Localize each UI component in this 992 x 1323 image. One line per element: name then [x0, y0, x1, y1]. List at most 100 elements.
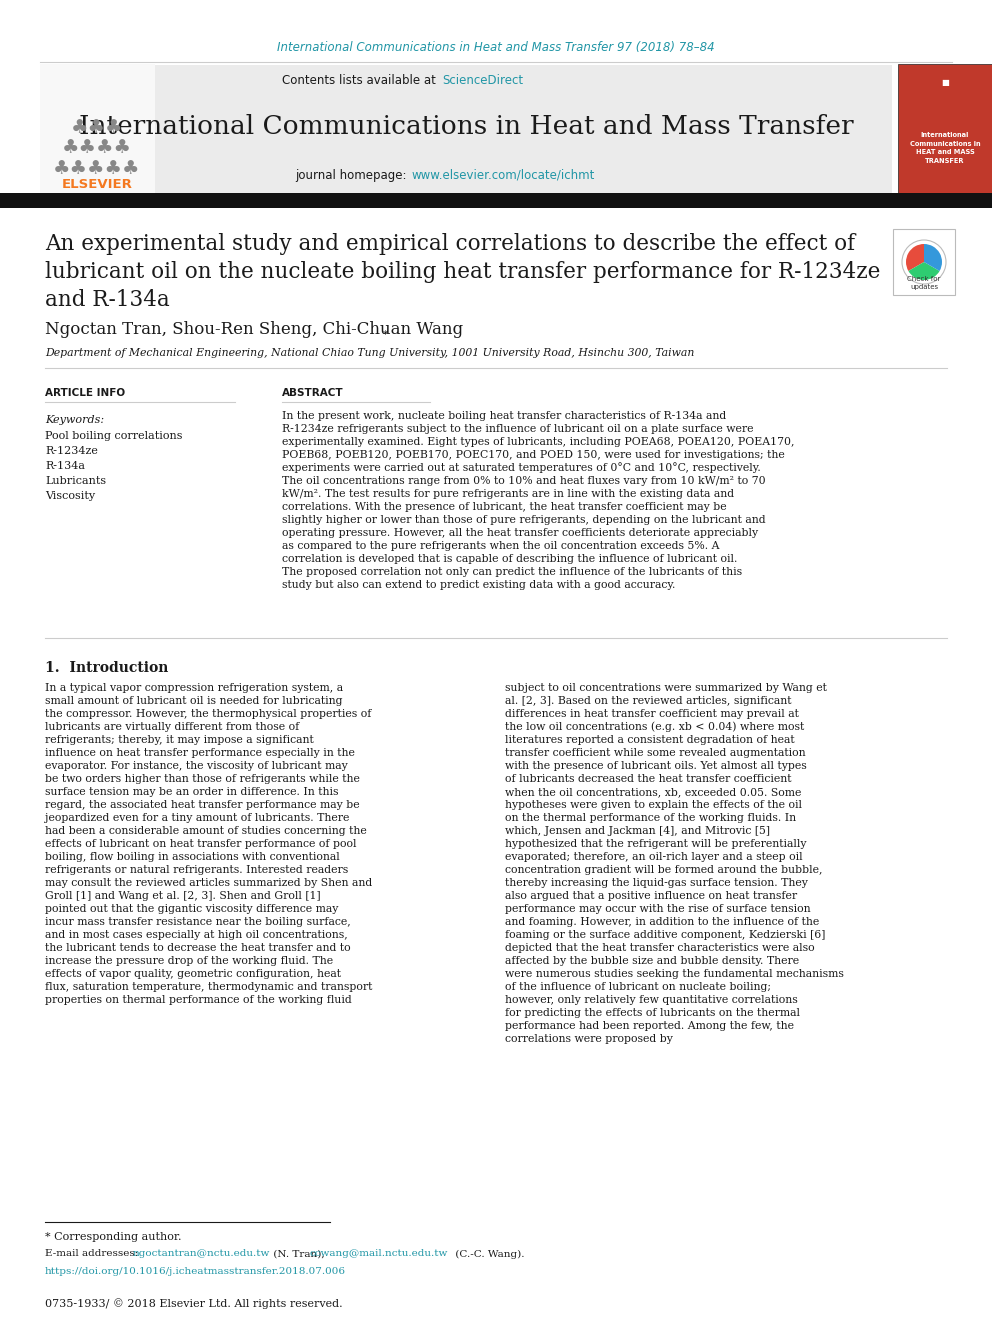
Text: experiments were carried out at saturated temperatures of 0°C and 10°C, respecti: experiments were carried out at saturate…	[282, 463, 761, 474]
Text: kW/m². The test results for pure refrigerants are in line with the existing data: kW/m². The test results for pure refrige…	[282, 490, 734, 499]
Text: International Communications in Heat and Mass Transfer 97 (2018) 78–84: International Communications in Heat and…	[277, 41, 715, 54]
Wedge shape	[909, 262, 939, 280]
Text: had been a considerable amount of studies concerning the: had been a considerable amount of studie…	[45, 826, 367, 836]
Text: hypotheses were given to explain the effects of the oil: hypotheses were given to explain the eff…	[505, 800, 802, 810]
Text: concentration gradient will be formed around the bubble,: concentration gradient will be formed ar…	[505, 865, 822, 875]
Text: Ngoctan Tran, Shou-Ren Sheng, Chi-Chuan Wang: Ngoctan Tran, Shou-Ren Sheng, Chi-Chuan …	[45, 321, 463, 339]
Text: and foaming. However, in addition to the influence of the: and foaming. However, in addition to the…	[505, 917, 819, 927]
Bar	[40, 65, 892, 194]
Circle shape	[902, 239, 946, 284]
Text: may consult the reviewed articles summarized by Shen and: may consult the reviewed articles summar…	[45, 878, 372, 888]
Text: as compared to the pure refrigerants when the oil concentration exceeds 5%. A: as compared to the pure refrigerants whe…	[282, 541, 719, 550]
Text: hypothesized that the refrigerant will be preferentially: hypothesized that the refrigerant will b…	[505, 839, 806, 849]
Text: however, only relatively few quantitative correlations: however, only relatively few quantitativ…	[505, 995, 798, 1005]
Text: be two orders higher than those of refrigerants while the: be two orders higher than those of refri…	[45, 774, 360, 785]
Text: were numerous studies seeking the fundamental mechanisms: were numerous studies seeking the fundam…	[505, 968, 844, 979]
Text: ABSTRACT: ABSTRACT	[282, 388, 343, 398]
Wedge shape	[924, 243, 942, 271]
Text: increase the pressure drop of the working fluid. The: increase the pressure drop of the workin…	[45, 957, 333, 966]
Text: the lubricant tends to decrease the heat transfer and to: the lubricant tends to decrease the heat…	[45, 943, 350, 953]
Text: ngoctantran@nctu.edu.tw: ngoctantran@nctu.edu.tw	[133, 1249, 271, 1258]
Text: 0735-1933/ © 2018 Elsevier Ltd. All rights reserved.: 0735-1933/ © 2018 Elsevier Ltd. All righ…	[45, 1299, 342, 1310]
Text: The proposed correlation not only can predict the influence of the lubricants of: The proposed correlation not only can pr…	[282, 568, 742, 577]
Text: study but also can extend to predict existing data with a good accuracy.: study but also can extend to predict exi…	[282, 579, 676, 590]
Bar	[0, 193, 992, 208]
Text: the compressor. However, the thermophysical properties of: the compressor. However, the thermophysi…	[45, 709, 371, 718]
Text: refrigerants or natural refrigerants. Interested readers: refrigerants or natural refrigerants. In…	[45, 865, 348, 875]
Text: R-1234ze refrigerants subject to the influence of lubricant oil on a plate surfa: R-1234ze refrigerants subject to the inf…	[282, 423, 754, 434]
Text: ScienceDirect: ScienceDirect	[442, 74, 523, 86]
Text: ARTICLE INFO: ARTICLE INFO	[45, 388, 125, 398]
Text: on the thermal performance of the working fluids. In: on the thermal performance of the workin…	[505, 814, 797, 823]
Text: Check for
updates: Check for updates	[908, 277, 940, 290]
Text: International
Communications in
HEAT and MASS
TRANSFER: International Communications in HEAT and…	[910, 132, 980, 164]
Text: when the oil concentrations, xb, exceeded 0.05. Some: when the oil concentrations, xb, exceede…	[505, 787, 802, 796]
Bar	[898, 64, 992, 194]
Text: Groll [1] and Wang et al. [2, 3]. Shen and Groll [1]: Groll [1] and Wang et al. [2, 3]. Shen a…	[45, 890, 320, 901]
Text: small amount of lubricant oil is needed for lubricating: small amount of lubricant oil is needed …	[45, 696, 342, 706]
Text: evaporator. For instance, the viscosity of lubricant may: evaporator. For instance, the viscosity …	[45, 761, 348, 771]
Text: correlation is developed that is capable of describing the influence of lubrican: correlation is developed that is capable…	[282, 554, 737, 564]
Text: regard, the associated heat transfer performance may be: regard, the associated heat transfer per…	[45, 800, 360, 810]
Text: Viscosity: Viscosity	[45, 491, 95, 501]
Text: surface tension may be an order in difference. In this: surface tension may be an order in diffe…	[45, 787, 338, 796]
Text: differences in heat transfer coefficient may prevail at: differences in heat transfer coefficient…	[505, 709, 799, 718]
Text: In the present work, nucleate boiling heat transfer characteristics of R-134a an: In the present work, nucleate boiling he…	[282, 411, 726, 421]
Text: of the influence of lubricant on nucleate boiling;: of the influence of lubricant on nucleat…	[505, 982, 771, 992]
Text: with the presence of lubricant oils. Yet almost all types: with the presence of lubricant oils. Yet…	[505, 761, 806, 771]
Text: flux, saturation temperature, thermodynamic and transport: flux, saturation temperature, thermodyna…	[45, 982, 372, 992]
Text: refrigerants; thereby, it may impose a significant: refrigerants; thereby, it may impose a s…	[45, 736, 313, 745]
Text: boiling, flow boiling in associations with conventional: boiling, flow boiling in associations wi…	[45, 852, 339, 863]
Text: experimentally examined. Eight types of lubricants, including POEA68, POEA120, P: experimentally examined. Eight types of …	[282, 437, 795, 447]
Text: effects of lubricant on heat transfer performance of pool: effects of lubricant on heat transfer pe…	[45, 839, 356, 849]
Text: ccwang@mail.nctu.edu.tw: ccwang@mail.nctu.edu.tw	[310, 1249, 448, 1258]
Text: * Corresponding author.: * Corresponding author.	[45, 1232, 182, 1242]
Text: correlations. With the presence of lubricant, the heat transfer coefficient may : correlations. With the presence of lubri…	[282, 501, 726, 512]
Text: www.elsevier.com/locate/ichmt: www.elsevier.com/locate/ichmt	[412, 168, 595, 181]
Wedge shape	[906, 243, 924, 271]
Text: correlations were proposed by: correlations were proposed by	[505, 1035, 673, 1044]
Text: subject to oil concentrations were summarized by Wang et: subject to oil concentrations were summa…	[505, 683, 827, 693]
Text: 1.  Introduction: 1. Introduction	[45, 662, 169, 675]
Bar	[893, 229, 955, 295]
Text: thereby increasing the liquid-gas surface tension. They: thereby increasing the liquid-gas surfac…	[505, 878, 807, 888]
Text: Department of Mechanical Engineering, National Chiao Tung University, 1001 Unive: Department of Mechanical Engineering, Na…	[45, 348, 694, 359]
Text: affected by the bubble size and bubble density. There: affected by the bubble size and bubble d…	[505, 957, 800, 966]
Text: ■: ■	[941, 78, 949, 87]
Text: literatures reported a consistent degradation of heat: literatures reported a consistent degrad…	[505, 736, 795, 745]
Text: R-134a: R-134a	[45, 460, 85, 471]
Text: for predicting the effects of lubricants on the thermal: for predicting the effects of lubricants…	[505, 1008, 800, 1017]
Text: ♣♣♣
♣♣♣♣
♣♣♣♣♣: ♣♣♣ ♣♣♣♣ ♣♣♣♣♣	[54, 118, 141, 179]
Text: and in most cases especially at high oil concentrations,: and in most cases especially at high oil…	[45, 930, 348, 941]
Text: al. [2, 3]. Based on the reviewed articles, significant: al. [2, 3]. Based on the reviewed articl…	[505, 696, 792, 706]
Text: The oil concentrations range from 0% to 10% and heat fluxes vary from 10 kW/m² t: The oil concentrations range from 0% to …	[282, 476, 766, 486]
Text: Pool boiling correlations: Pool boiling correlations	[45, 431, 183, 441]
Text: evaporated; therefore, an oil-rich layer and a steep oil: evaporated; therefore, an oil-rich layer…	[505, 852, 803, 863]
Text: ELSEVIER: ELSEVIER	[62, 179, 133, 192]
Text: the low oil concentrations (e.g. xb < 0.04) where most: the low oil concentrations (e.g. xb < 0.…	[505, 722, 805, 733]
Text: effects of vapor quality, geometric configuration, heat: effects of vapor quality, geometric conf…	[45, 968, 341, 979]
Text: Keywords:: Keywords:	[45, 415, 104, 425]
Text: incur mass transfer resistance near the boiling surface,: incur mass transfer resistance near the …	[45, 917, 351, 927]
Text: E-mail addresses:: E-mail addresses:	[45, 1249, 142, 1258]
Text: An experimental study and empirical correlations to describe the effect of: An experimental study and empirical corr…	[45, 233, 855, 255]
Text: and R-134a: and R-134a	[45, 288, 170, 311]
Text: operating pressure. However, all the heat transfer coefficients deteriorate appr: operating pressure. However, all the hea…	[282, 528, 758, 538]
Text: depicted that the heat transfer characteristics were also: depicted that the heat transfer characte…	[505, 943, 814, 953]
Text: International Communications in Heat and Mass Transfer: International Communications in Heat and…	[78, 115, 853, 139]
Text: lubricant oil on the nucleate boiling heat transfer performance for R-1234ze: lubricant oil on the nucleate boiling he…	[45, 261, 880, 283]
Text: slightly higher or lower than those of pure refrigerants, depending on the lubri: slightly higher or lower than those of p…	[282, 515, 766, 525]
Bar	[40, 64, 155, 194]
Text: R-1234ze: R-1234ze	[45, 446, 98, 456]
Text: pointed out that the gigantic viscosity difference may: pointed out that the gigantic viscosity …	[45, 904, 338, 914]
Text: influence on heat transfer performance especially in the: influence on heat transfer performance e…	[45, 747, 355, 758]
Text: jeopardized even for a tiny amount of lubricants. There: jeopardized even for a tiny amount of lu…	[45, 814, 349, 823]
Text: of lubricants decreased the heat transfer coefficient: of lubricants decreased the heat transfe…	[505, 774, 792, 785]
Text: https://doi.org/10.1016/j.icheatmasstransfer.2018.07.006: https://doi.org/10.1016/j.icheatmasstran…	[45, 1267, 346, 1277]
Text: properties on thermal performance of the working fluid: properties on thermal performance of the…	[45, 995, 352, 1005]
Text: (C.-C. Wang).: (C.-C. Wang).	[452, 1249, 525, 1258]
Text: Lubricants: Lubricants	[45, 476, 106, 486]
Text: transfer coefficient while some revealed augmentation: transfer coefficient while some revealed…	[505, 747, 806, 758]
Text: journal homepage:: journal homepage:	[295, 168, 410, 181]
Text: Contents lists available at: Contents lists available at	[283, 74, 440, 86]
